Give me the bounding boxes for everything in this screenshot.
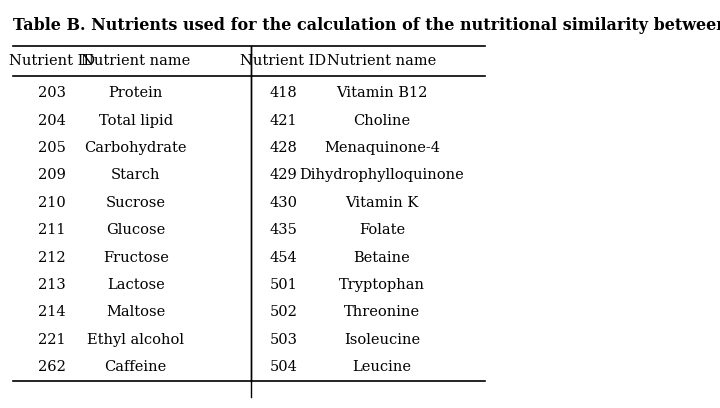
Text: Tryptophan: Tryptophan (339, 278, 425, 292)
Text: 212: 212 (38, 251, 66, 264)
Text: Glucose: Glucose (106, 223, 166, 237)
Text: 210: 210 (38, 196, 66, 210)
Text: 418: 418 (269, 86, 297, 100)
Text: Table B. Nutrients used for the calculation of the nutritional similarity betwee: Table B. Nutrients used for the calculat… (13, 17, 720, 34)
Text: Vitamin B12: Vitamin B12 (336, 86, 428, 100)
Text: Betaine: Betaine (354, 251, 410, 264)
Text: Nutrient ID: Nutrient ID (9, 54, 95, 68)
Text: Protein: Protein (109, 86, 163, 100)
Text: Isoleucine: Isoleucine (344, 333, 420, 347)
Text: 501: 501 (269, 278, 297, 292)
Text: Total lipid: Total lipid (99, 114, 173, 128)
Text: Threonine: Threonine (344, 305, 420, 319)
Text: Nutrient ID: Nutrient ID (240, 54, 326, 68)
Text: Caffeine: Caffeine (104, 360, 167, 374)
Text: Folate: Folate (359, 223, 405, 237)
Text: Fructose: Fructose (103, 251, 168, 264)
Text: Dihydrophylloquinone: Dihydrophylloquinone (300, 169, 464, 182)
Text: 503: 503 (269, 333, 297, 347)
Text: Nutrient name: Nutrient name (81, 54, 190, 68)
Text: 262: 262 (38, 360, 66, 374)
Text: Leucine: Leucine (352, 360, 411, 374)
Text: 204: 204 (38, 114, 66, 128)
Text: 203: 203 (38, 86, 66, 100)
Text: Maltose: Maltose (106, 305, 166, 319)
Text: 428: 428 (269, 141, 297, 155)
Text: 504: 504 (269, 360, 297, 374)
Text: 214: 214 (38, 305, 66, 319)
Text: 454: 454 (269, 251, 297, 264)
Text: Lactose: Lactose (107, 278, 165, 292)
Text: 205: 205 (38, 141, 66, 155)
Text: Ethyl alcohol: Ethyl alcohol (87, 333, 184, 347)
Text: Nutrient name: Nutrient name (328, 54, 436, 68)
Text: 502: 502 (269, 305, 297, 319)
Text: Menaquinone-4: Menaquinone-4 (324, 141, 440, 155)
Text: 430: 430 (269, 196, 297, 210)
Text: 421: 421 (269, 114, 297, 128)
Text: 209: 209 (38, 169, 66, 182)
Text: Choline: Choline (354, 114, 410, 128)
Text: Carbohydrate: Carbohydrate (84, 141, 187, 155)
Text: 211: 211 (38, 223, 66, 237)
Text: 221: 221 (38, 333, 66, 347)
Text: 435: 435 (269, 223, 297, 237)
Text: Sucrose: Sucrose (106, 196, 166, 210)
Text: Vitamin K: Vitamin K (346, 196, 418, 210)
Text: 429: 429 (269, 169, 297, 182)
Text: Starch: Starch (111, 169, 161, 182)
Text: 213: 213 (38, 278, 66, 292)
